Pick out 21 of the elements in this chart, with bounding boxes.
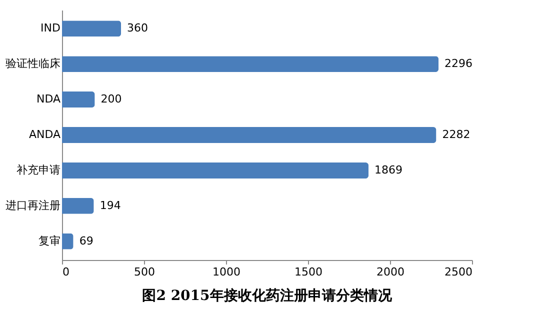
data-label: 69 bbox=[79, 234, 94, 248]
x-tick-label: 2500 bbox=[444, 266, 472, 278]
data-label: 2296 bbox=[444, 57, 473, 70]
y-tick-label: NDA bbox=[36, 92, 61, 106]
y-tick-label: 补充申请 bbox=[16, 163, 60, 176]
data-label: 200 bbox=[100, 92, 122, 106]
y-tick-label: IND bbox=[40, 22, 60, 35]
x-tick-label: 1000 bbox=[212, 266, 240, 278]
text: 图2 2015年接收化药注册申请分类情况 bbox=[142, 287, 393, 304]
x-tick-label: 2000 bbox=[376, 266, 404, 278]
x-tick-label: 500 bbox=[134, 266, 155, 278]
y-tick-label: 进口再注册 bbox=[6, 198, 60, 212]
y-tick-label: ANDA bbox=[28, 128, 61, 141]
y-tick-label: 复审 bbox=[38, 234, 60, 248]
x-tick-label: 1500 bbox=[294, 266, 322, 278]
x-tick-label: 0 bbox=[62, 266, 70, 278]
data-label: 2282 bbox=[442, 128, 470, 141]
data-label: 360 bbox=[127, 22, 148, 35]
data-label: 194 bbox=[100, 198, 121, 212]
data-label: 1869 bbox=[374, 163, 403, 176]
y-tick-label: 验证性临床 bbox=[6, 57, 60, 70]
